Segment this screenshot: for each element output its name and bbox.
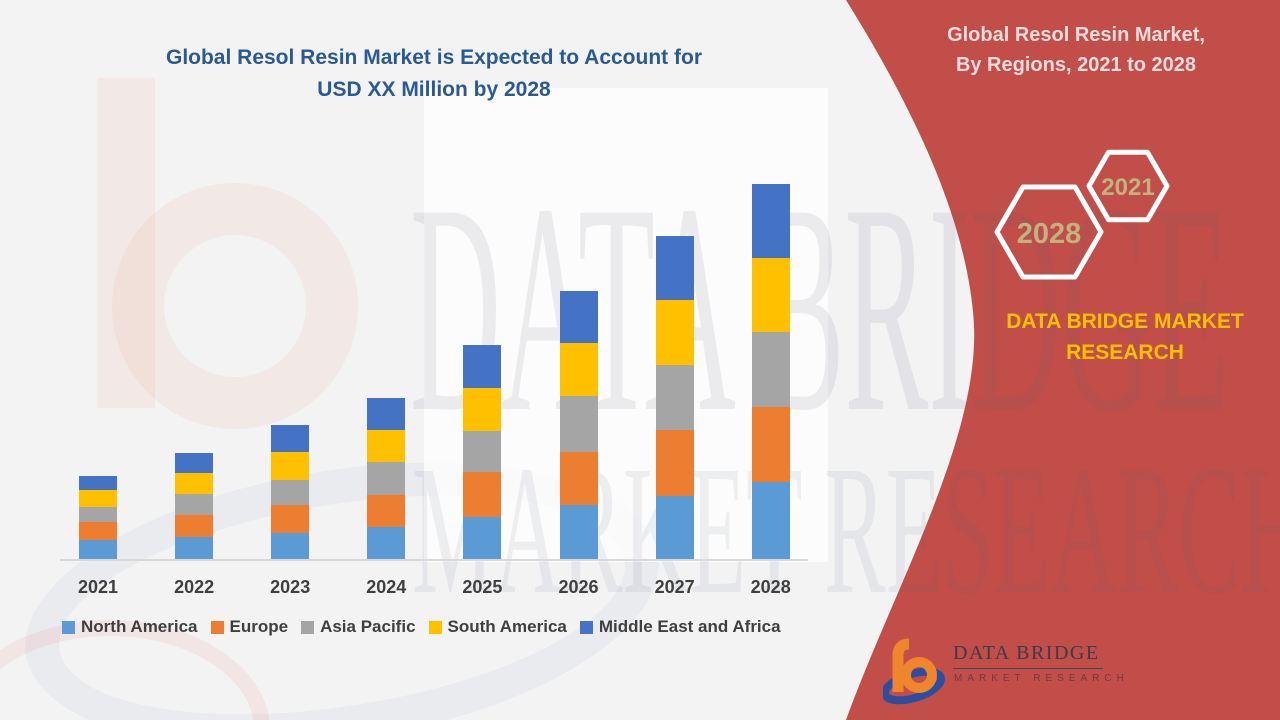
legend-swatch-asia-pacific <box>301 620 315 634</box>
bar-segment-asia-pacific-2021 <box>79 507 117 522</box>
bar-segment-middle-east-and-africa-2023 <box>271 425 310 452</box>
legend-label-middle-east-and-africa: Middle East and Africa <box>598 617 781 636</box>
bar-segment-asia-pacific-2024 <box>367 462 406 495</box>
bar-segment-north-america-2022 <box>175 537 214 559</box>
bar-segment-asia-pacific-2023 <box>271 480 310 505</box>
logo-subtitle-text: MARKET RESEARCH <box>954 673 1129 684</box>
bar-segment-south-america-2023 <box>271 452 310 480</box>
bar-segment-asia-pacific-2022 <box>175 494 214 515</box>
legend-item-europe: Europe <box>210 617 289 637</box>
x-axis-label-2021: 2021 <box>77 577 119 597</box>
bar-segment-south-america-2028 <box>751 258 790 332</box>
legend-item-north-america: North America <box>62 617 198 637</box>
bar-segment-south-america-2027 <box>655 300 694 365</box>
bar-segment-south-america-2024 <box>367 430 406 462</box>
x-axis-label-2025: 2025 <box>462 577 503 597</box>
bar-segment-europe-2025 <box>463 472 502 517</box>
bar-segment-asia-pacific-2025 <box>463 431 502 472</box>
chart-title: Global Resol Resin Market is Expected to… <box>165 46 702 101</box>
x-axis-label-2024: 2024 <box>366 577 407 597</box>
legend-item-asia-pacific: Asia Pacific <box>301 617 416 637</box>
bar-segment-south-america-2025 <box>463 388 502 431</box>
bar-segment-europe-2026 <box>559 452 598 505</box>
red-panel-shape <box>846 0 1280 720</box>
logo-b-bowl-icon <box>901 657 937 693</box>
x-axis-label-2027: 2027 <box>654 577 695 597</box>
x-axis-label-2023: 2023 <box>270 577 311 597</box>
logo-b-stem-icon <box>892 638 910 692</box>
bar-segment-asia-pacific-2027 <box>655 365 694 430</box>
legend-label-north-america: North America <box>81 617 198 636</box>
legend-item-south-america: South America <box>428 617 567 637</box>
bar-segment-middle-east-and-africa-2022 <box>175 453 214 473</box>
bar-segment-north-america-2026 <box>559 505 598 559</box>
bar-segment-europe-2021 <box>79 522 117 540</box>
logo-divider <box>953 668 1103 669</box>
bar-segment-north-america-2024 <box>367 527 406 559</box>
bar-segment-north-america-2023 <box>271 533 310 559</box>
chart-legend: North America Europe Asia Pacific South Ame… <box>62 617 781 637</box>
x-axis-line <box>60 559 808 561</box>
bar-segment-asia-pacific-2026 <box>559 396 598 452</box>
dbmr-logo-mark <box>883 638 945 705</box>
bar-segment-south-america-2026 <box>559 343 598 396</box>
bar-segment-middle-east-and-africa-2024 <box>367 398 406 430</box>
legend-label-europe: Europe <box>229 617 289 636</box>
bar-segment-middle-east-and-africa-2026 <box>559 291 598 343</box>
x-axis-label-2022: 2022 <box>174 577 215 597</box>
bar-segment-europe-2028 <box>751 407 790 482</box>
bar-segment-middle-east-and-africa-2025 <box>463 345 502 388</box>
legend-swatch-europe <box>210 620 224 634</box>
bar-segment-south-america-2022 <box>175 473 214 494</box>
bar-segment-south-america-2021 <box>79 490 117 507</box>
bar-segment-europe-2022 <box>175 515 214 537</box>
bar-segment-north-america-2021 <box>79 540 117 559</box>
bar-segment-europe-2027 <box>655 430 694 496</box>
brand-wordmark-yellow: DATA BRIDGE MARKET RESEARCH <box>1006 310 1244 364</box>
legend-item-middle-east-and-africa: Middle East and Africa <box>579 617 781 637</box>
bar-segment-middle-east-and-africa-2027 <box>655 236 694 300</box>
bar-segment-asia-pacific-2028 <box>751 332 790 407</box>
bar-segment-north-america-2027 <box>655 496 694 559</box>
bar-segment-middle-east-and-africa-2021 <box>79 476 117 490</box>
x-axis-label-2028: 2028 <box>750 577 791 597</box>
legend-swatch-south-america <box>428 620 442 634</box>
legend-label-asia-pacific: Asia Pacific <box>320 617 416 636</box>
x-axis-label-2026: 2026 <box>558 577 599 597</box>
bar-segment-europe-2024 <box>367 495 406 527</box>
bar-segment-europe-2023 <box>271 505 310 533</box>
bar-segment-north-america-2025 <box>463 517 502 559</box>
legend-swatch-north-america <box>62 620 75 634</box>
side-panel-title: Global Resol Resin Market, By Regions, 2… <box>947 24 1205 76</box>
legend-swatch-middle-east-and-africa <box>579 620 593 634</box>
bar-segment-middle-east-and-africa-2028 <box>751 184 790 258</box>
legend-label-south-america: South America <box>447 617 567 636</box>
logo-name-text: DATA BRIDGE <box>953 642 1100 664</box>
dbmr-logo: DATA BRIDGE MARKET RESEARCH <box>883 626 1133 714</box>
bar-segment-north-america-2028 <box>751 482 790 559</box>
